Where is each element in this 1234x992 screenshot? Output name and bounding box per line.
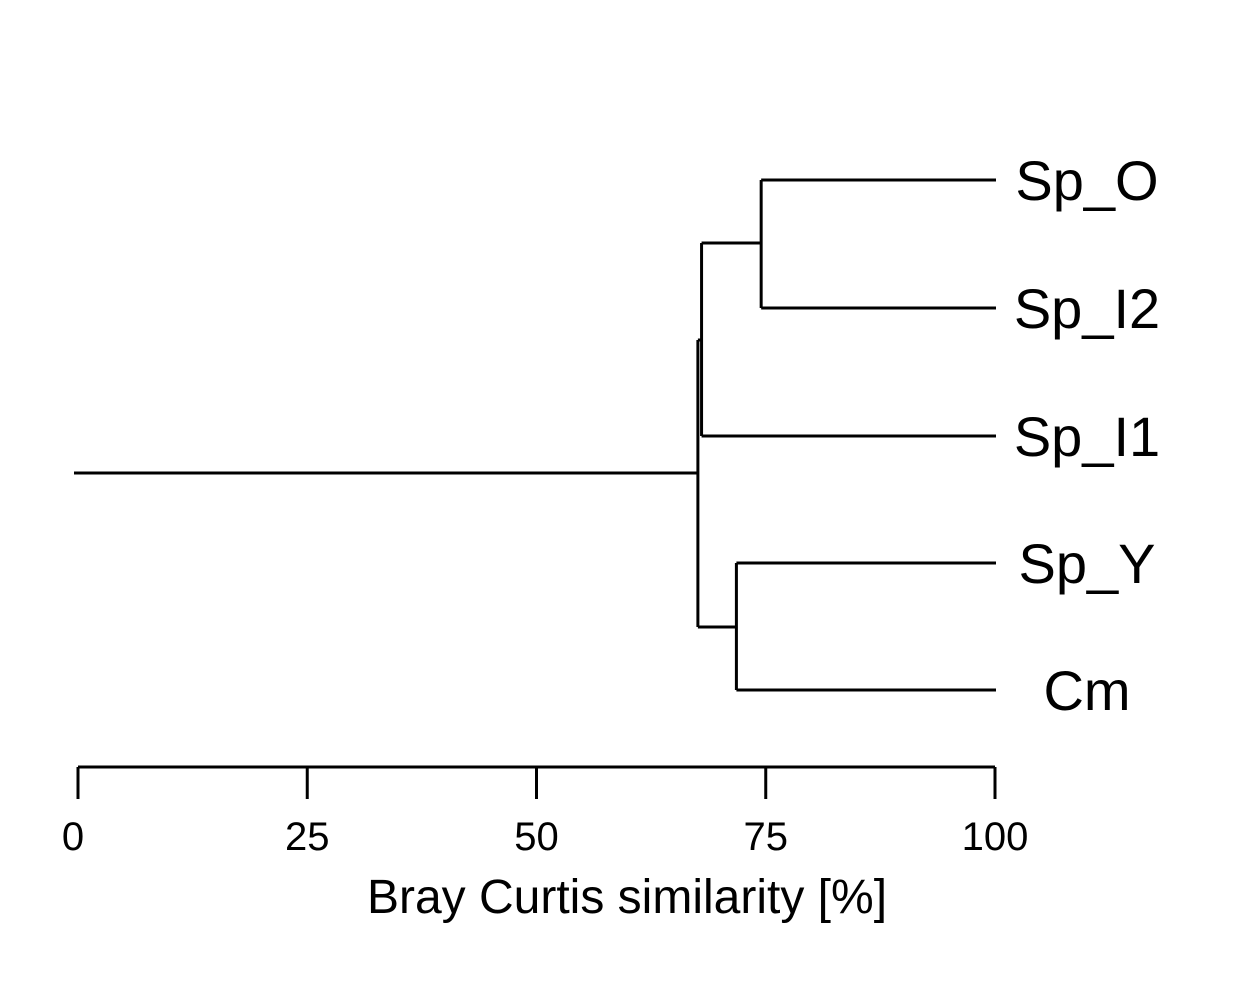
x-axis-title: Bray Curtis similarity [%] bbox=[367, 871, 887, 924]
x-tick-label-50: 50 bbox=[514, 815, 559, 859]
leaf-label-sp-o: Sp_O bbox=[1015, 149, 1158, 212]
leaf-label-sp-i1: Sp_I1 bbox=[1014, 405, 1160, 468]
leaf-labels: Sp_O Sp_I2 Sp_I1 Sp_Y Cm bbox=[1014, 149, 1160, 722]
x-tick-label-75: 75 bbox=[744, 815, 789, 859]
x-tick-label-100: 100 bbox=[962, 815, 1029, 859]
x-tick-label-25: 25 bbox=[285, 815, 330, 859]
leaf-label-cm: Cm bbox=[1043, 659, 1130, 722]
leaf-label-sp-y: Sp_Y bbox=[1019, 532, 1156, 595]
leaf-label-sp-i2: Sp_I2 bbox=[1014, 277, 1160, 340]
dendrogram-tree bbox=[74, 178, 996, 692]
x-axis: 0 25 50 75 100 bbox=[62, 765, 1029, 859]
x-tick-label-0: 0 bbox=[62, 815, 84, 859]
